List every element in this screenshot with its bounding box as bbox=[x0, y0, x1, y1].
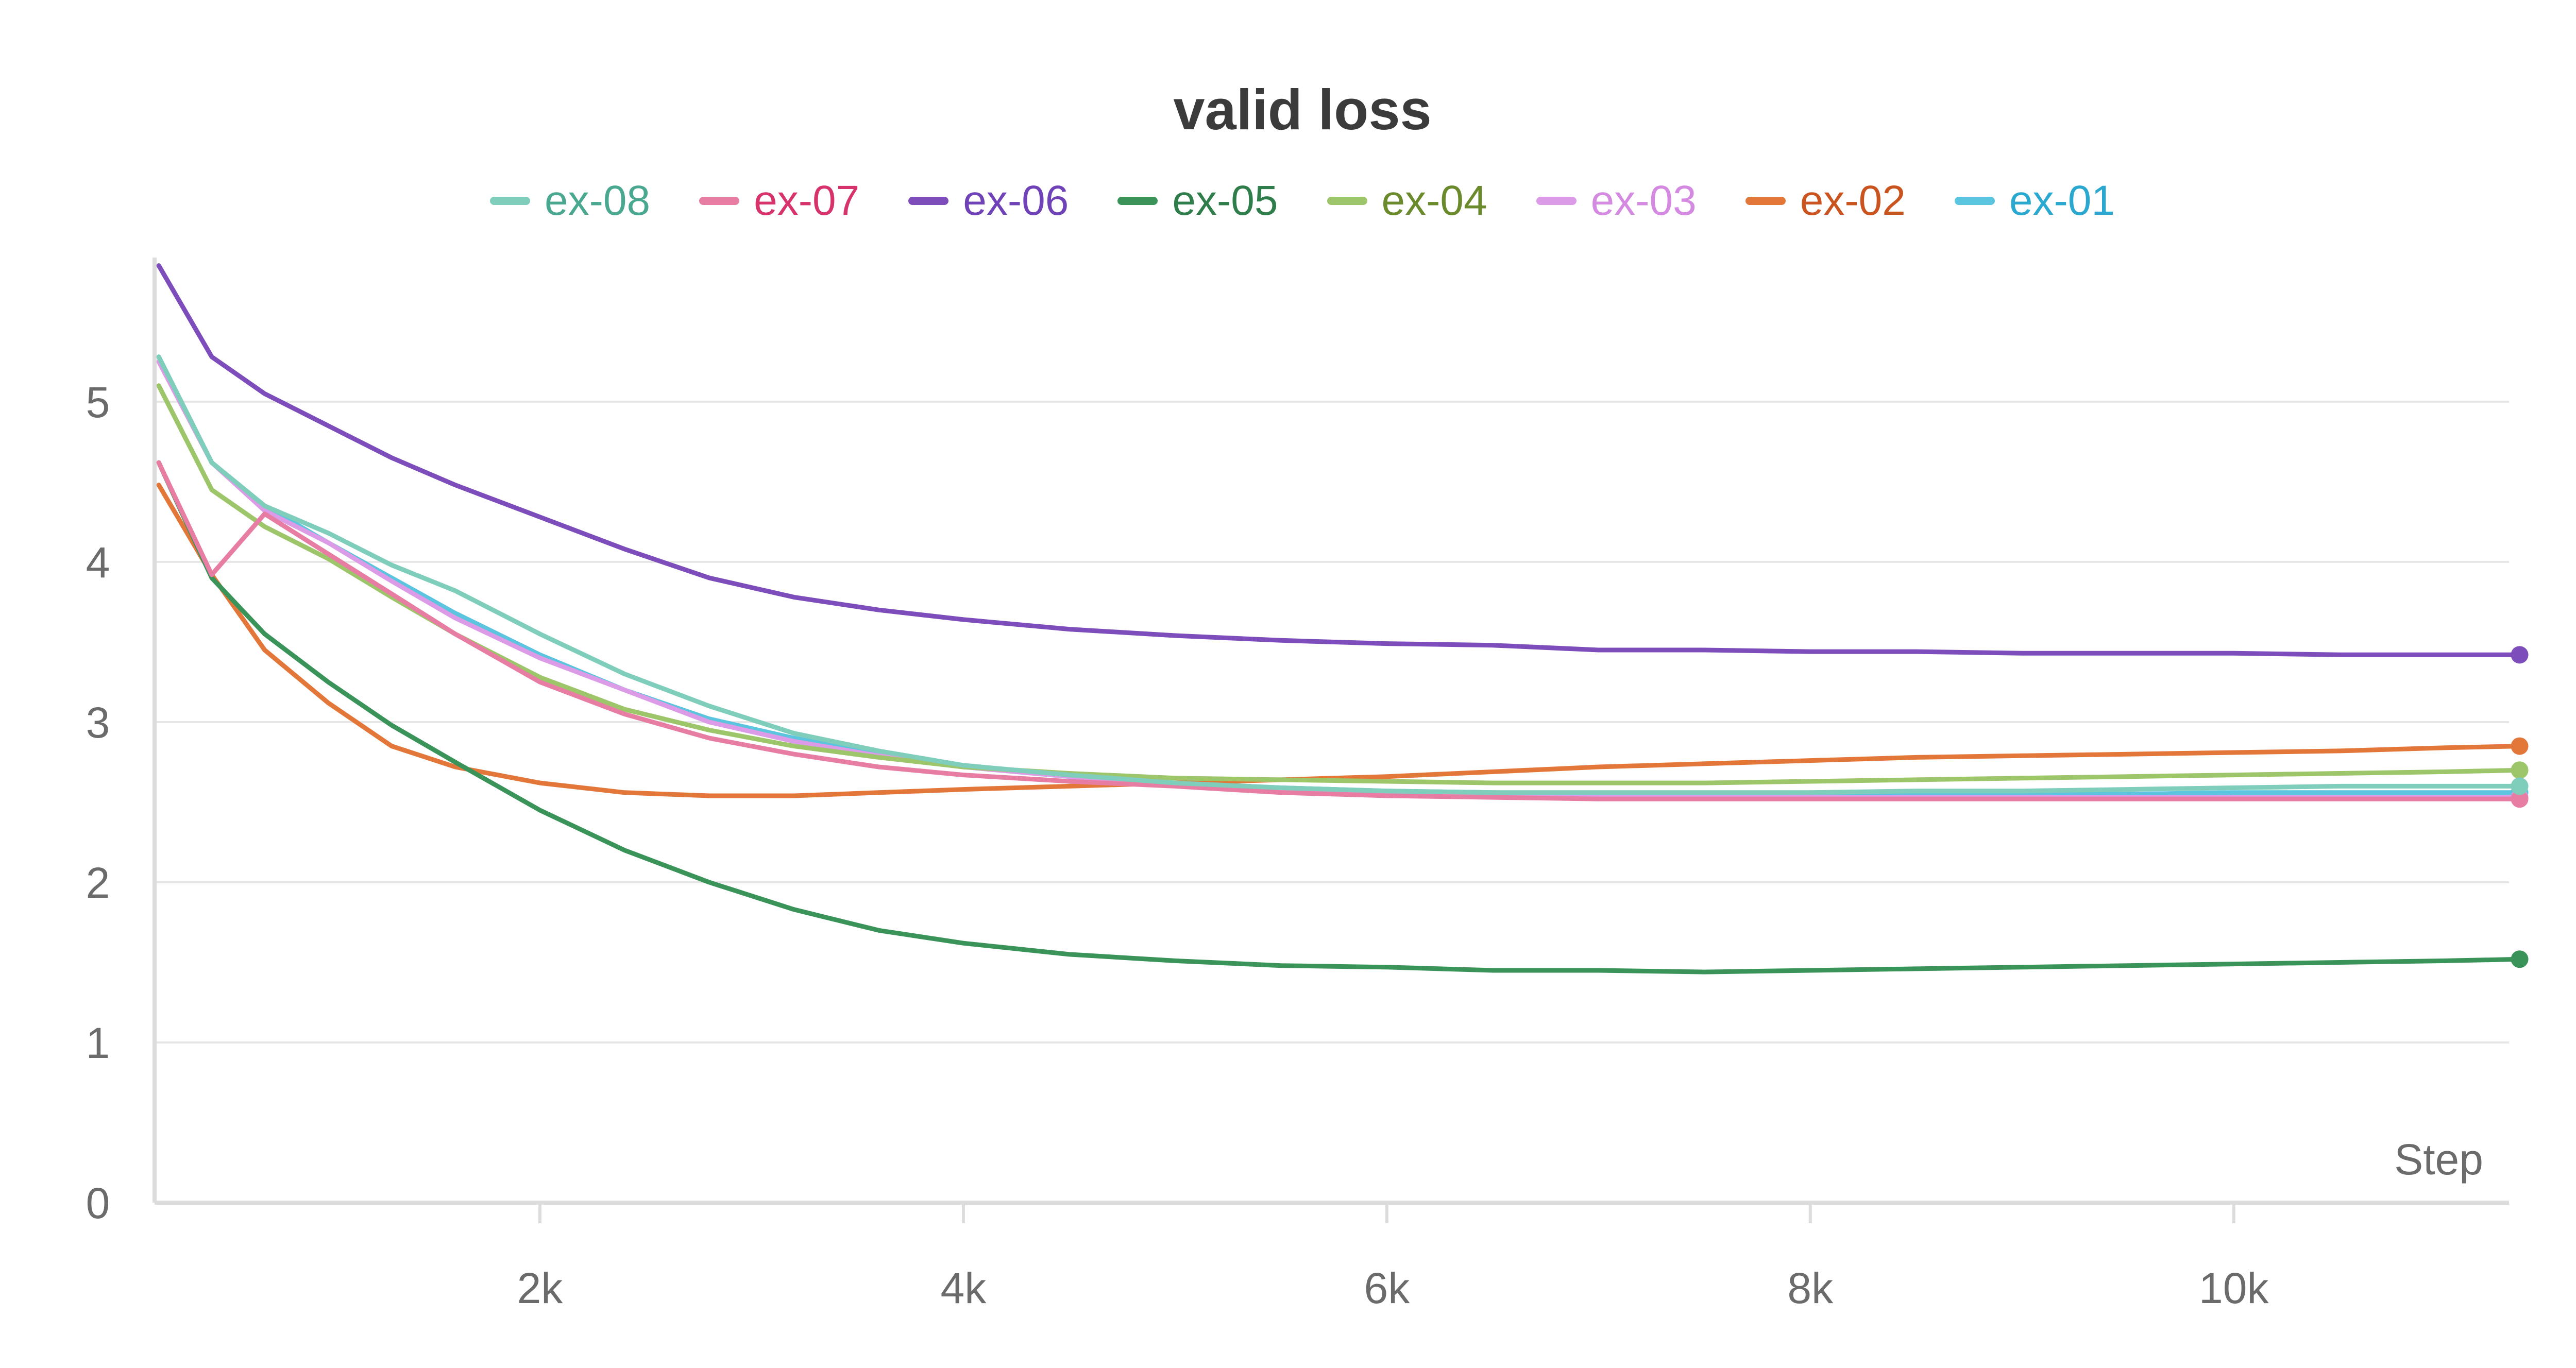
legend-swatch bbox=[1745, 197, 1786, 205]
legend-swatch bbox=[1117, 197, 1158, 205]
legend-item-ex-06[interactable]: ex-06 bbox=[908, 177, 1069, 225]
legend-swatch bbox=[490, 197, 530, 205]
legend-swatch bbox=[1327, 197, 1367, 205]
x-axis-label: Step bbox=[2394, 1135, 2483, 1184]
series-line-ex-08 bbox=[156, 354, 2522, 795]
legend-label: ex-07 bbox=[754, 177, 860, 224]
legend-swatch bbox=[908, 197, 949, 205]
series-line-ex-03 bbox=[156, 359, 2522, 800]
chart-legend: ex-08 ex-07 ex-06 ex-05 ex-04 ex-03 ex-02 ex-01 bbox=[0, 173, 2576, 229]
legend-item-ex-01[interactable]: ex-01 bbox=[1954, 177, 2115, 225]
series-line-ex-04 bbox=[156, 383, 2522, 785]
legend-label: ex-04 bbox=[1381, 177, 1487, 224]
legend-label: ex-01 bbox=[2009, 177, 2115, 224]
x-tick-label: 6k bbox=[1364, 1264, 1410, 1312]
x-tick-label: 8k bbox=[1787, 1264, 1834, 1312]
x-tick-label: 10k bbox=[2199, 1264, 2269, 1312]
legend-item-ex-08[interactable]: ex-08 bbox=[490, 177, 650, 225]
y-tick-label: 5 bbox=[86, 378, 110, 426]
y-tick-label: 1 bbox=[86, 1019, 110, 1067]
series-endpoint-ex-06 bbox=[2511, 646, 2529, 664]
chart-title: valid loss bbox=[1173, 78, 1432, 142]
legend-swatch bbox=[1954, 197, 1995, 205]
series-endpoint-ex-04 bbox=[2511, 761, 2529, 779]
legend-item-ex-07[interactable]: ex-07 bbox=[699, 177, 859, 225]
series-endpoint-ex-08 bbox=[2511, 777, 2529, 795]
legend-item-ex-05[interactable]: ex-05 bbox=[1117, 177, 1278, 225]
series-line-ex-06 bbox=[156, 263, 2522, 657]
legend-item-ex-03[interactable]: ex-03 bbox=[1536, 177, 1697, 225]
y-tick-label: 0 bbox=[86, 1179, 110, 1227]
legend-item-ex-02[interactable]: ex-02 bbox=[1745, 177, 1906, 225]
series-endpoint-ex-05 bbox=[2511, 950, 2529, 968]
legend-label: ex-05 bbox=[1172, 177, 1278, 224]
legend-label: ex-02 bbox=[1800, 177, 1906, 224]
series-line-ex-01 bbox=[156, 354, 2522, 797]
legend-label: ex-06 bbox=[963, 177, 1069, 224]
y-tick-label: 3 bbox=[86, 698, 110, 747]
x-tick-label: 2k bbox=[517, 1264, 564, 1312]
legend-item-ex-04[interactable]: ex-04 bbox=[1327, 177, 1487, 225]
series-endpoint-ex-07 bbox=[2511, 790, 2529, 808]
series-line-ex-05 bbox=[156, 460, 2522, 974]
y-tick-label: 2 bbox=[86, 859, 110, 907]
x-tick-label: 4k bbox=[941, 1264, 987, 1312]
legend-swatch bbox=[699, 197, 740, 205]
series-endpoint-ex-02 bbox=[2511, 737, 2529, 755]
y-tick-label: 4 bbox=[86, 538, 110, 587]
legend-label: ex-03 bbox=[1590, 177, 1697, 224]
legend-label: ex-08 bbox=[545, 177, 651, 224]
series-line-ex-07 bbox=[156, 460, 2522, 801]
legend-swatch bbox=[1536, 197, 1577, 205]
